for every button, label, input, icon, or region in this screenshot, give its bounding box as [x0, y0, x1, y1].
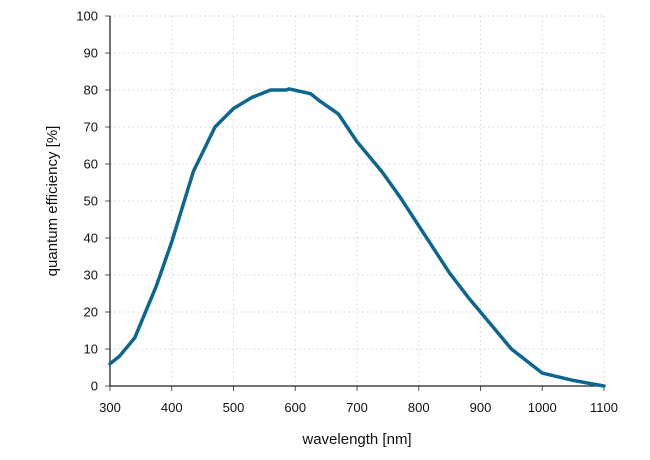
y-tick-label: 90: [84, 46, 98, 61]
x-tick-label: 500: [223, 400, 245, 415]
y-tick-label: 80: [84, 83, 98, 98]
x-tick-label: 300: [99, 400, 121, 415]
x-tick-label: 900: [470, 400, 492, 415]
y-tick-label: 60: [84, 157, 98, 172]
x-tick-label: 400: [161, 400, 183, 415]
grid: [110, 15, 605, 386]
axes: [105, 15, 605, 391]
y-axis-label: quantum efficiency [%]: [44, 126, 61, 277]
x-tick-label: 1000: [528, 400, 557, 415]
y-tick-label: 0: [91, 379, 98, 394]
y-tick-label: 70: [84, 120, 98, 135]
tick-labels: 300 400 500 600 700 800 900 1000 1100 0 10 20 30 40 50…: [76, 9, 618, 416]
x-tick-label: 700: [346, 400, 368, 415]
y-tick-label: 30: [84, 268, 98, 283]
x-axis-label: wavelength [nm]: [301, 431, 411, 448]
x-tick-label: 600: [284, 400, 306, 415]
y-tick-label: 10: [84, 342, 98, 357]
x-tick-label: 1100: [590, 400, 618, 415]
y-tick-label: 20: [84, 305, 98, 320]
y-tick-label: 50: [84, 194, 98, 209]
y-tick-label: 100: [76, 9, 98, 24]
x-tick-label: 800: [408, 400, 430, 415]
y-tick-label: 40: [84, 231, 98, 246]
series-line: [108, 87, 606, 388]
